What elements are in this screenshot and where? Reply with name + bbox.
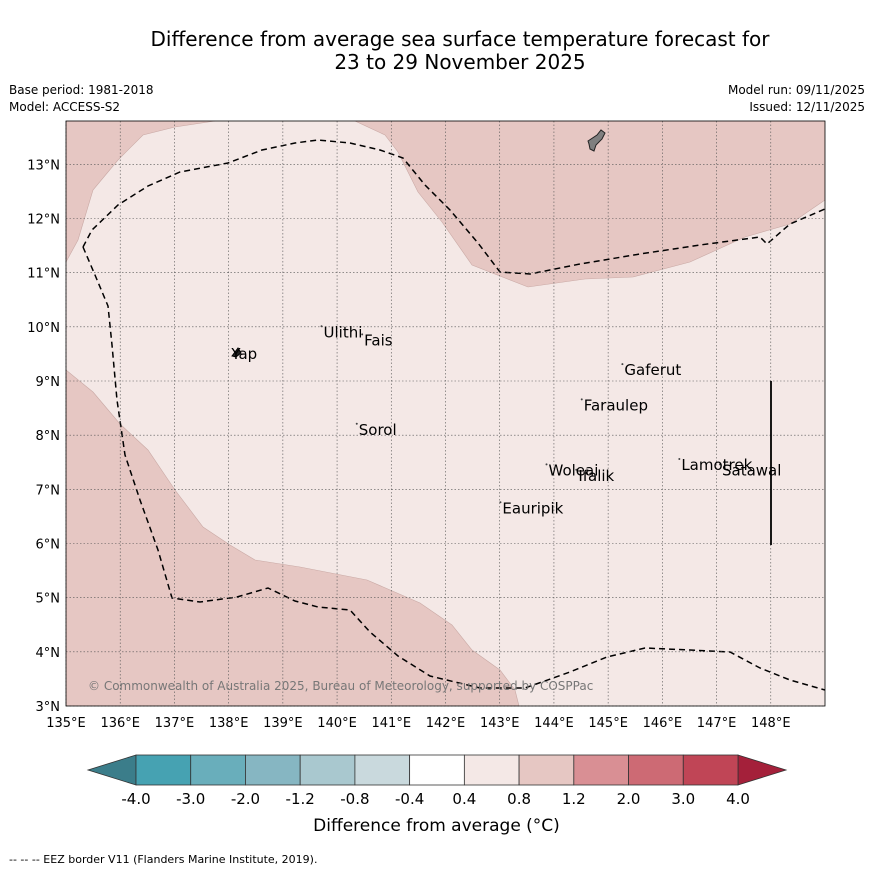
colorbar-tick-label: 3.0	[671, 790, 695, 808]
island-marker	[361, 333, 364, 336]
eez-border-yap	[82, 139, 825, 275]
lat-tick-label: 5°N	[36, 592, 61, 607]
copyright-text: © Commonwealth of Australia 2025, Bureau…	[88, 679, 593, 693]
latitude-labels: 3°N 4°N 5°N 6°N 7°N 8°N 9°N 10°N 11°N 12°N 13°N	[27, 158, 60, 715]
colorbar-tick-label: -2.0	[231, 790, 260, 808]
lat-tick-label: 6°N	[36, 538, 61, 553]
colorbar-swatch	[409, 754, 465, 786]
place-label-woleai: Woleai	[549, 461, 599, 479]
island-marker	[621, 363, 624, 366]
place-label-fais: Fais	[364, 331, 393, 349]
lon-tick-label: 145°E	[588, 716, 628, 731]
model-name: Model: ACCESS-S2	[9, 100, 121, 114]
place-label-ulithi: Ulithi	[324, 323, 363, 341]
colorbar-swatch	[573, 754, 629, 786]
lon-tick-label: 144°E	[534, 716, 574, 731]
colorbar-over-arrow	[737, 754, 788, 786]
colorbar-tick-label: 0.4	[452, 790, 476, 808]
island-marker	[575, 468, 578, 471]
colorbar-tick-label: -0.8	[340, 790, 369, 808]
place-label-gaferut: Gaferut	[624, 361, 681, 379]
island-marker	[678, 457, 681, 460]
yap-island	[231, 347, 242, 358]
lon-tick-label: 138°E	[209, 716, 249, 731]
gridlines	[65, 121, 825, 707]
colorbar-tick-label: 4.0	[726, 790, 750, 808]
colorbar-tick-label: 0.8	[507, 790, 531, 808]
meta-right: Model run: 09/11/2025 Issued: 12/11/2025	[728, 82, 865, 116]
title-line-2: 23 to 29 November 2025	[334, 50, 586, 74]
colorbar-swatch	[245, 754, 301, 786]
lat-tick-label: 11°N	[27, 267, 60, 282]
colorbar-swatch	[135, 754, 192, 786]
lon-tick-label: 143°E	[480, 716, 520, 731]
island-marker	[355, 422, 358, 425]
colorbar-tick-label: -4.0	[121, 790, 150, 808]
place-label-eauripik: Eauripik	[502, 499, 563, 517]
lat-tick-label: 7°N	[36, 483, 61, 498]
place-label-satawal: Satawal	[722, 461, 781, 479]
island-marker	[718, 463, 721, 466]
colorbar-swatch	[190, 754, 246, 786]
model-run: Model run: 09/11/2025	[727, 83, 865, 97]
lat-tick-label: 13°N	[27, 158, 60, 173]
lat-tick-label: 10°N	[27, 321, 60, 336]
colorbar-swatch	[354, 754, 411, 786]
colorbar-swatch	[518, 754, 575, 786]
longitude-labels: 135°E 136°E 137°E 138°E 139°E 140°E 141°E 142°E…	[46, 716, 790, 731]
lon-tick-label: 146°E	[643, 716, 683, 731]
lat-tick-label: 4°N	[36, 646, 61, 661]
footer-note: -- -- -- EEZ border V11 (Flanders Marine…	[9, 853, 318, 866]
colorbar: -4.0 -3.0 -2.0 -1.2 -0.8 -0.4 0.4 0.8 1.2 2.0 3.0 4…	[86, 754, 788, 808]
island-dots	[320, 325, 721, 504]
lat-tick-label: 12°N	[27, 213, 60, 228]
anomaly-region-southwest	[66, 369, 520, 706]
lon-tick-label: 148°E	[751, 716, 791, 731]
colorbar-swatch	[628, 754, 684, 786]
anomaly-region-northeast	[354, 121, 825, 288]
colorbar-tick-label: -0.4	[395, 790, 424, 808]
colorbar-label: Difference from average (°C)	[313, 816, 560, 836]
colorbar-swatch	[463, 754, 520, 786]
meta-left: Base period: 1981-2018 Model: ACCESS-S2	[9, 82, 154, 116]
place-label-yap: Yap	[230, 345, 257, 363]
place-label-lamotrek: Lamotrek	[681, 456, 752, 474]
colorbar-swatch	[299, 754, 356, 786]
guam-island	[587, 129, 606, 152]
lat-tick-label: 9°N	[36, 375, 61, 390]
chart-title: Difference from average sea surface temp…	[40, 28, 873, 74]
place-labels: Yap Ulithi Fais Gaferut Faraulep Sorol Lamotre…	[230, 323, 781, 517]
lon-tick-label: 139°E	[263, 716, 303, 731]
issued-date: Issued: 12/11/2025	[749, 100, 865, 114]
lon-tick-label: 136°E	[100, 716, 140, 731]
place-label-ifalik: Ifalik	[578, 467, 614, 485]
island-marker	[545, 463, 548, 466]
lon-tick-label: 141°E	[372, 716, 412, 731]
eez-border-west	[82, 246, 825, 691]
title-line-1: Difference from average sea surface temp…	[150, 27, 770, 51]
lon-tick-label: 142°E	[426, 716, 466, 731]
colorbar-tick-label: -1.2	[286, 790, 315, 808]
lon-tick-label: 147°E	[697, 716, 737, 731]
lat-tick-label: 8°N	[36, 429, 61, 444]
island-marker	[580, 398, 583, 401]
anomaly-region-north	[66, 121, 216, 263]
place-label-faraulep: Faraulep	[584, 396, 648, 414]
colorbar-tick-label: 1.2	[562, 790, 586, 808]
colorbar-swatch	[682, 754, 739, 786]
lon-tick-label: 137°E	[155, 716, 195, 731]
colorbar-tick-label: 2.0	[617, 790, 641, 808]
lon-tick-label: 140°E	[317, 716, 357, 731]
lat-tick-label: 3°N	[36, 700, 61, 715]
colorbar-under-arrow	[86, 754, 137, 786]
colorbar-tick-label: -3.0	[176, 790, 205, 808]
lon-tick-label: 135°E	[46, 716, 86, 731]
map-frame	[65, 120, 826, 707]
base-period: Base period: 1981-2018	[9, 83, 154, 97]
place-label-sorol: Sorol	[359, 421, 397, 439]
